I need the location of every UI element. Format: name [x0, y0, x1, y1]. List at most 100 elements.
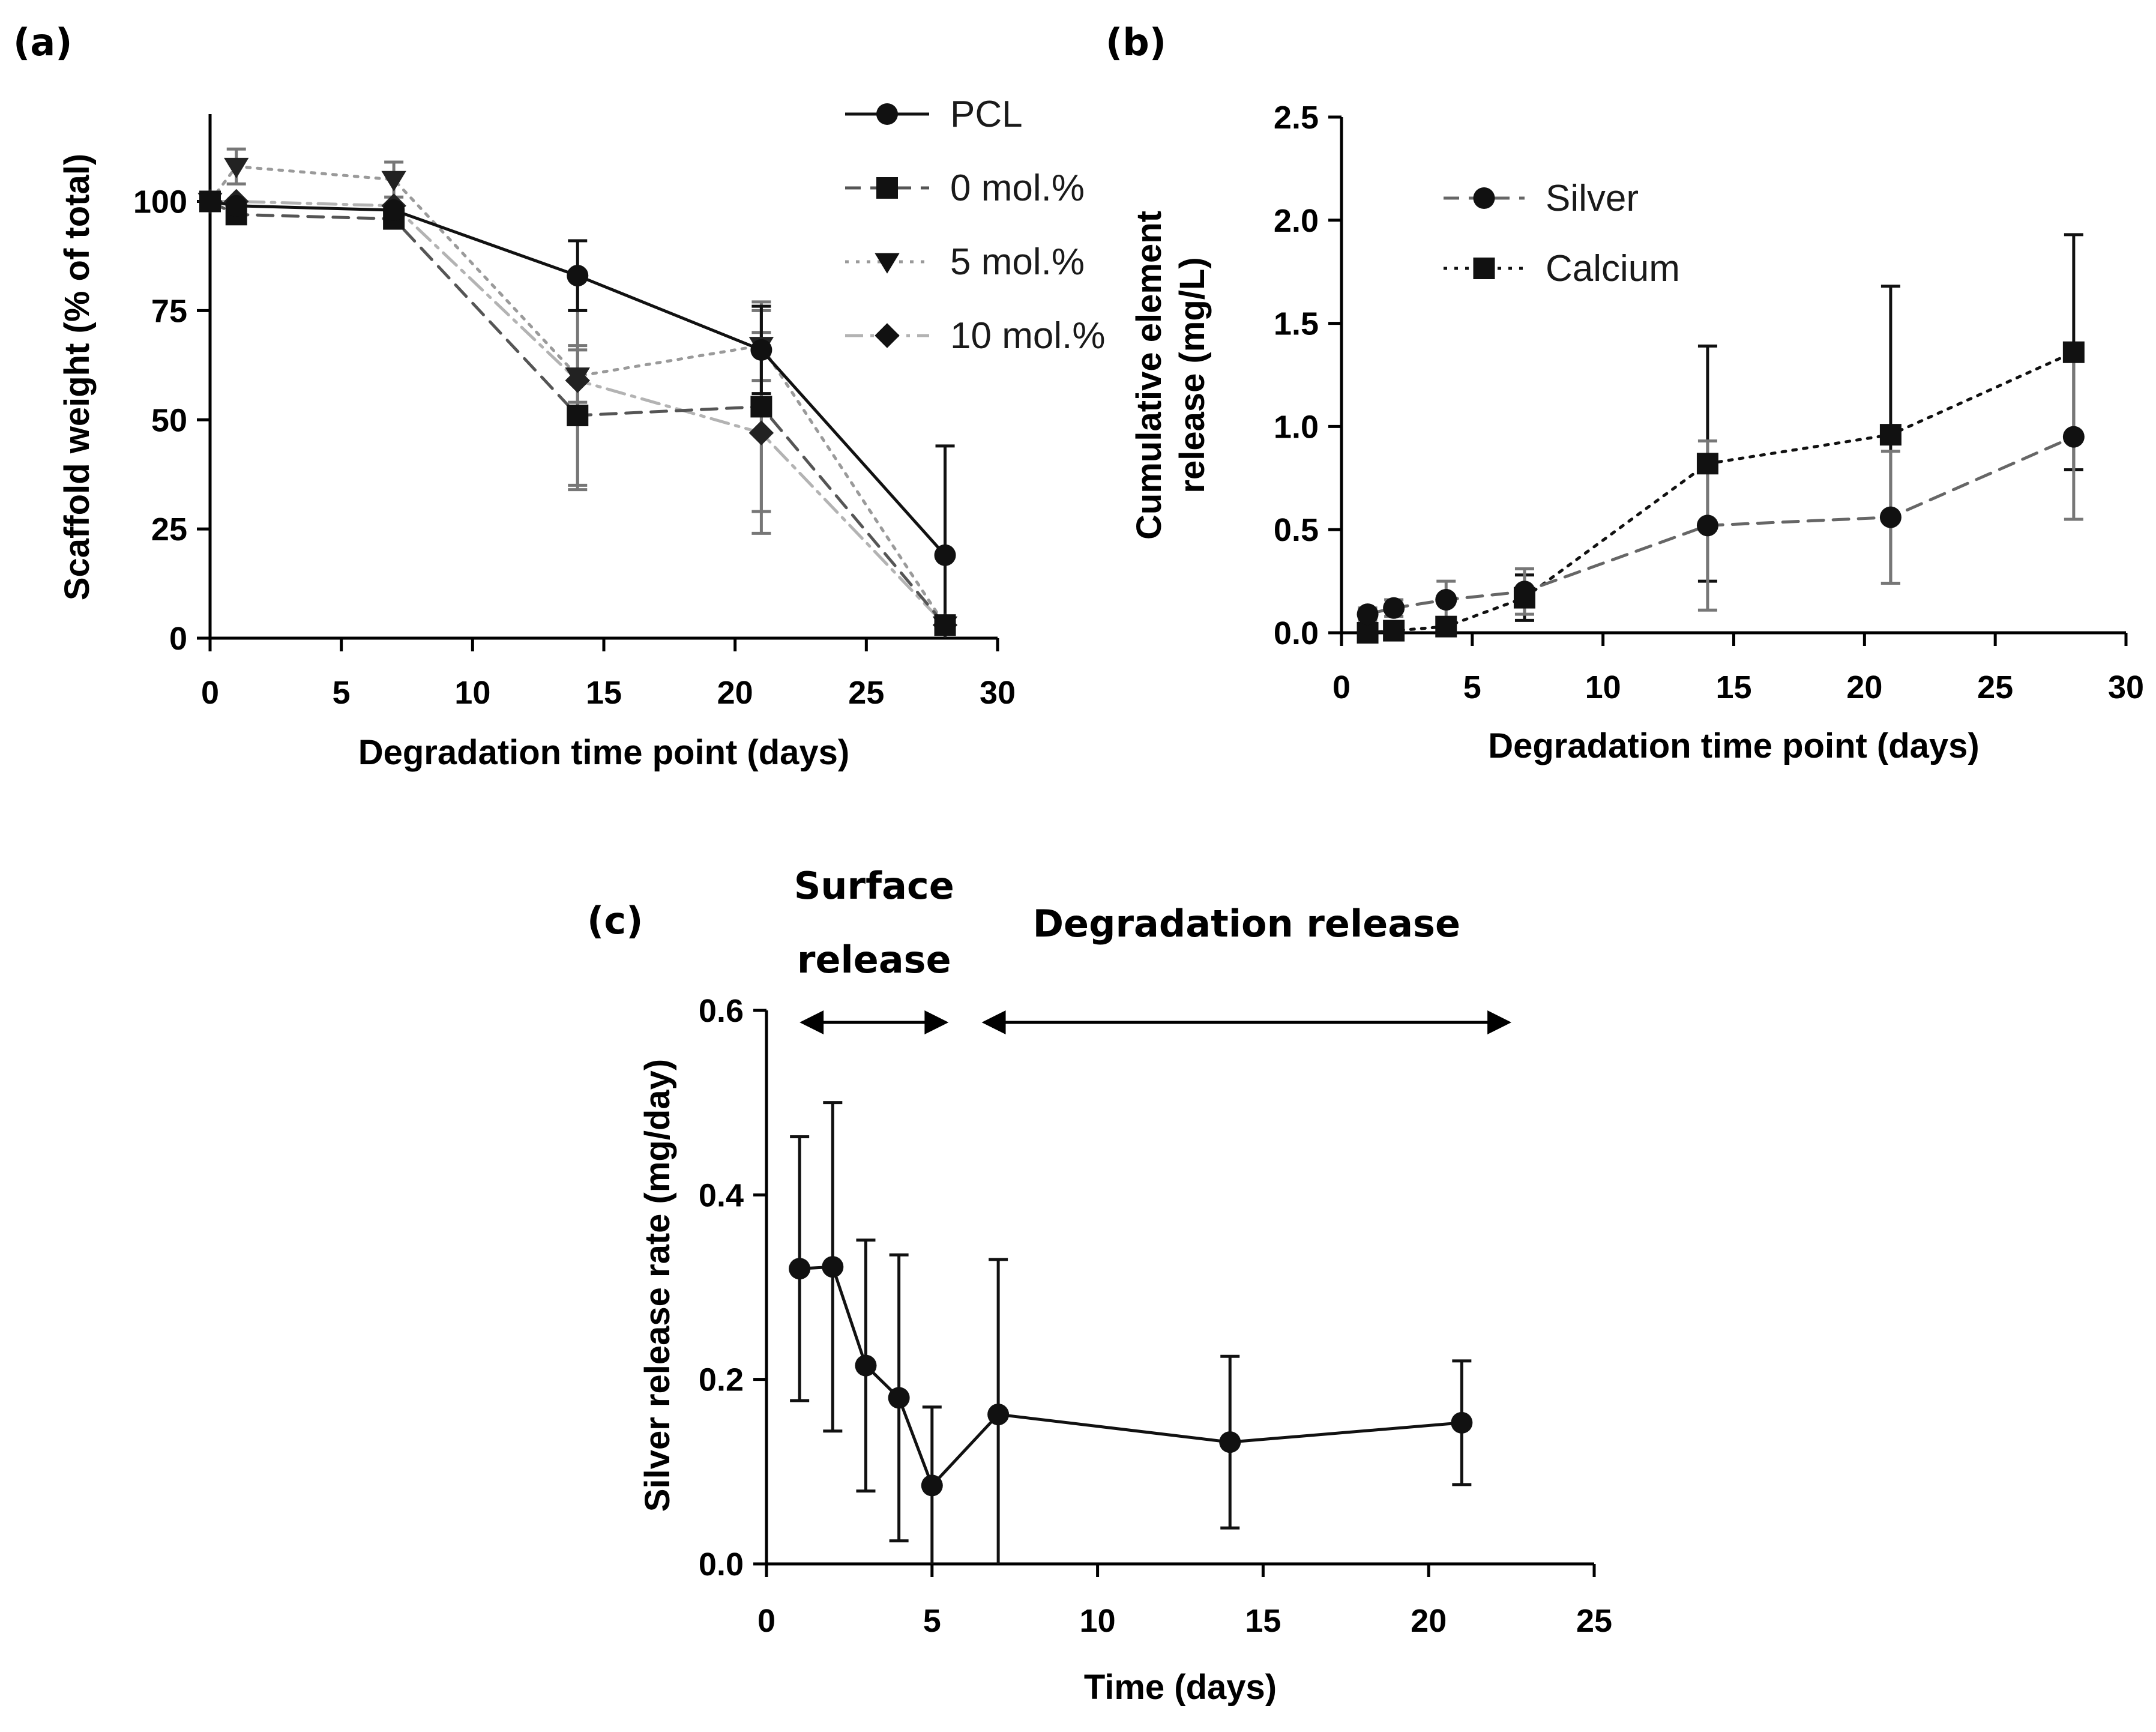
legend-label: Calcium: [1546, 248, 1680, 289]
series-lines-layer: [798, 1265, 1463, 1487]
markers-layer: [197, 157, 958, 638]
x-tick-label: 20: [1411, 1603, 1447, 1639]
x-tick-label: 20: [717, 675, 753, 711]
y-tick-label: 25: [151, 511, 187, 548]
data-point: [934, 544, 956, 566]
annotation-label: Degradation release: [1033, 902, 1460, 946]
data-point: [565, 367, 590, 388]
legend-marker: [1473, 187, 1495, 209]
data-point: [1879, 424, 1902, 446]
y-tick-label: 0.6: [699, 993, 744, 1029]
x-axis-title: Time (days): [1084, 1668, 1277, 1707]
series-line: [208, 200, 947, 627]
y-tick-label: 2.5: [1274, 100, 1319, 136]
data-point: [381, 170, 406, 192]
x-tick-label: 5: [923, 1603, 941, 1639]
data-point: [2062, 426, 2085, 448]
x-axis-title: Degradation time point (days): [358, 733, 850, 772]
data-point: [855, 1354, 877, 1377]
x-tick-label: 30: [2108, 669, 2144, 705]
series-line: [208, 164, 947, 627]
x-tick-label: 15: [586, 675, 622, 711]
legend-label: PCL: [950, 94, 1023, 135]
legend: Silver Calcium: [1444, 178, 1680, 289]
y-axis-title: Cumulative element: [1130, 211, 1169, 540]
legend-marker: [876, 103, 898, 125]
data-point: [934, 614, 956, 636]
data-point: [224, 157, 249, 179]
x-tick-label: 10: [1080, 1603, 1116, 1639]
y-tick-label: 0.0: [699, 1546, 744, 1583]
data-point: [750, 396, 772, 418]
x-tick-label: 25: [1977, 669, 2013, 705]
x-tick-label: 0: [1332, 669, 1351, 705]
annotations: Surface release Degradation release: [794, 864, 1512, 1034]
x-tick-label: 10: [454, 675, 490, 711]
x-tick-label: 30: [980, 675, 1016, 711]
data-point: [1435, 615, 1457, 638]
x-tick-label: 15: [1715, 669, 1751, 705]
data-point: [1383, 620, 1405, 642]
y-tick-label: 1.0: [1274, 409, 1319, 445]
y-axis-title: Silver release rate (mg/day): [638, 1059, 677, 1512]
x-tick-label: 15: [1245, 1603, 1281, 1639]
y-tick-label: 0.5: [1274, 512, 1319, 548]
x-tick-label: 10: [1585, 669, 1621, 705]
x-tick-label: 25: [1576, 1603, 1612, 1639]
data-point: [1357, 622, 1379, 644]
y-tick-label: 2.0: [1274, 203, 1319, 239]
annotation-label: Surface: [794, 864, 954, 908]
annotation-arrowhead-left: [981, 1010, 1006, 1034]
annotation-arrowhead-right: [1487, 1010, 1512, 1034]
error-bars-layer: [790, 1101, 1472, 1564]
annotation-arrowhead-right: [924, 1010, 949, 1034]
y-axis-title: release (mg/L): [1173, 257, 1212, 493]
legend-label: Silver: [1546, 178, 1639, 219]
x-axis-title: Degradation time point (days): [1488, 726, 1980, 765]
chart-c: 0 5 10 15 20 25 0.0 0.2 0.4 0.6 Time (days) Silver …: [638, 864, 1612, 1707]
y-tick-label: 0.2: [699, 1362, 744, 1398]
data-point: [888, 1387, 910, 1409]
error-bars-layer: [1358, 233, 2083, 633]
legend: PCL 0 mol.% 5 mol.% 10 mol.%: [845, 94, 1105, 357]
legend-marker: [1473, 258, 1495, 279]
panel-label-a: (a): [13, 20, 73, 64]
y-tick-label: 1.5: [1274, 306, 1319, 342]
x-tick-label: 5: [1463, 669, 1481, 705]
legend-marker: [876, 177, 898, 199]
error-bars-layer: [226, 147, 955, 638]
data-point: [1219, 1431, 1241, 1453]
legend-marker: [875, 253, 900, 274]
data-point: [1357, 603, 1379, 626]
y-tick-label: 100: [133, 184, 187, 220]
data-point: [567, 265, 589, 287]
series-lines-layer: [1366, 351, 2076, 635]
data-point: [1435, 589, 1457, 611]
y-tick-label: 0.0: [1274, 615, 1319, 651]
data-point: [750, 339, 772, 361]
data-point: [1696, 514, 1718, 537]
y-tick-label: 75: [151, 293, 187, 329]
y-tick-label: 0: [169, 621, 187, 657]
data-point: [199, 190, 221, 213]
x-tick-label: 0: [757, 1603, 775, 1639]
series-line: [1366, 351, 2076, 635]
data-point: [567, 404, 589, 426]
data-point: [383, 199, 405, 222]
x-tick-label: 25: [848, 675, 884, 711]
y-tick-label: 50: [151, 402, 187, 438]
y-axis-title: Scaffold weight (% of total): [58, 154, 97, 600]
data-point: [2062, 341, 2085, 363]
x-tick-label: 0: [201, 675, 219, 711]
x-tick-label: 20: [1846, 669, 1882, 705]
chart-a: 0 5 10 15 20 25 30 0 25 50 75 100 Degradation time p…: [58, 94, 1105, 772]
data-point: [1383, 597, 1405, 619]
series-line: [798, 1265, 1463, 1487]
data-point: [1451, 1411, 1473, 1434]
data-point: [822, 1256, 844, 1278]
data-point: [1879, 506, 1902, 528]
series-line: [1366, 435, 2076, 616]
legend-label: 10 mol.%: [950, 315, 1105, 357]
data-point: [225, 195, 247, 217]
